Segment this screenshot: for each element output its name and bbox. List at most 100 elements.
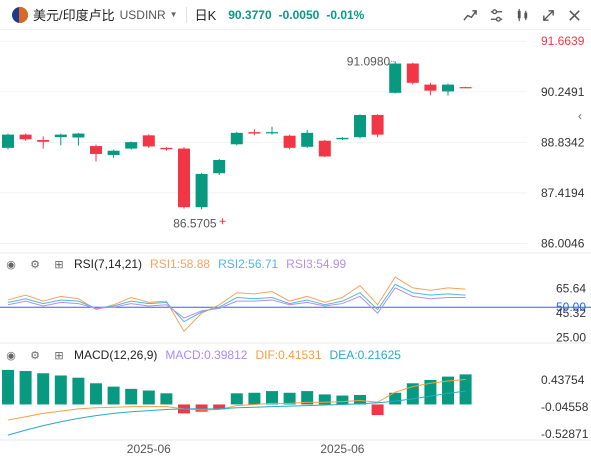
candle-body: [2, 134, 14, 148]
chevron-down-icon: ▼: [169, 10, 178, 19]
macd-histogram-bar: [354, 394, 366, 405]
candle-body: [248, 132, 261, 134]
macd-value: MACD:0.39812: [165, 348, 248, 362]
candle-body: [266, 132, 278, 134]
price-candle: [230, 131, 243, 146]
price-candle: [424, 82, 437, 96]
price-candle: [19, 133, 32, 141]
dea-number: 0.21625: [357, 348, 401, 362]
price-chart[interactable]: 91.6639 90.2491 88.8342 87.4194 86.0046 91.09…: [0, 31, 591, 460]
price-candle: [213, 158, 226, 176]
expand-icon[interactable]: ⊞: [54, 349, 64, 362]
rsi-title: RSI(7,14,21): [74, 257, 143, 271]
price-change: -0.0050: [278, 7, 320, 22]
macd-histogram-bar: [107, 386, 120, 405]
visibility-toggle-icon[interactable]: ◉: [6, 349, 16, 362]
price-candle: [37, 136, 50, 149]
rsi2-value: RSI2:56.71: [218, 257, 279, 271]
drawing-tools-icon[interactable]: [514, 7, 531, 24]
macd-axis-label: -0.04558: [541, 400, 589, 414]
candle-body: [195, 173, 208, 208]
rsi-axis-label: 45.32: [556, 306, 586, 320]
macd-histogram-bar: [424, 379, 437, 405]
price-candle: [459, 86, 472, 89]
rsi1-value: RSI1:58.88: [150, 257, 211, 271]
rsi-series-line: [7, 283, 466, 323]
price-candle: [283, 134, 296, 150]
expand-icon[interactable]: ⊞: [54, 258, 64, 271]
macd-histogram-bar: [195, 404, 208, 412]
symbol-name: 美元/印度卢比: [33, 8, 115, 23]
macd-histogram-bar: [389, 392, 402, 405]
candle-body: [90, 146, 102, 154]
time-axis-label: 2025-06: [320, 442, 364, 456]
candle-body: [54, 134, 67, 138]
macd-histogram-bar: [142, 390, 155, 405]
candle-body: [230, 132, 243, 145]
price-candle: [354, 114, 366, 139]
last-price: 90.3770: [228, 7, 272, 22]
macd-histogram-bar: [19, 371, 32, 405]
price-candle: [125, 141, 138, 150]
macd-legend: ◉ ⚙ ⊞ MACD(12,26,9) MACD:0.39812 DIF:0.4…: [0, 347, 401, 363]
high-price-annotation: 91.0980: [347, 54, 391, 68]
price-candle: [389, 61, 402, 94]
price-change-percent: -0.01%: [326, 7, 365, 22]
macd-histogram-bar: [459, 374, 472, 405]
rsi2-number: 56.71: [248, 257, 279, 271]
candle-body: [442, 84, 454, 92]
price-axis-label: 88.8342: [541, 135, 585, 149]
price-candle: [142, 134, 155, 148]
candle-body: [19, 134, 32, 140]
price-axis-label: 91.6639: [541, 34, 585, 48]
currency-flag-icon: [12, 6, 28, 23]
close-icon[interactable]: [566, 7, 583, 24]
price-axis-label: 90.2491: [541, 85, 585, 99]
macd-histogram-bar: [283, 392, 296, 405]
price-candle: [318, 140, 331, 158]
visibility-toggle-icon[interactable]: ◉: [6, 258, 16, 271]
candle-body: [354, 114, 366, 138]
macd-axis-label: 0.43754: [541, 373, 585, 387]
candle-body: [318, 140, 331, 157]
macd-histogram-bar: [318, 394, 331, 405]
price-candle: [406, 62, 419, 85]
price-candle: [90, 144, 102, 162]
rsi3-number: 54.99: [316, 257, 347, 271]
dif-line: [7, 378, 466, 421]
price-candle: [107, 149, 120, 158]
indicator-settings-icon[interactable]: ⚙: [30, 349, 40, 362]
price-candle: [2, 133, 14, 150]
macd-histogram-bar: [266, 391, 278, 405]
dif-name: DIF: [255, 348, 275, 362]
price-candle: [301, 129, 314, 148]
indicators-icon[interactable]: [462, 7, 479, 24]
price-candle: [248, 129, 261, 136]
header-divider: [185, 6, 187, 23]
candle-body: [107, 150, 120, 156]
time-axis-label: 2025-06: [127, 442, 171, 456]
symbol-selector[interactable]: 美元/印度卢比 USDINR ▼: [0, 5, 178, 24]
candle-body: [160, 147, 173, 150]
price-candle: [266, 126, 278, 135]
macd-number: 0.39812: [204, 348, 248, 362]
macd-histogram-bar: [160, 393, 173, 405]
interval-selector[interactable]: 日K: [194, 8, 217, 23]
candle-body: [301, 132, 314, 147]
macd-histogram-bar: [301, 391, 314, 405]
price-candle: [371, 114, 384, 138]
price-candle: [178, 147, 190, 209]
price-axis-label: 86.0046: [541, 236, 585, 250]
indicator-settings-icon[interactable]: ⚙: [30, 258, 40, 271]
dea-value: DEA:0.21625: [329, 348, 401, 362]
candle-body: [336, 137, 349, 140]
candle-body: [371, 114, 384, 135]
settings-icon[interactable]: [488, 7, 505, 24]
macd-histogram-bar: [54, 375, 67, 405]
macd-histogram-bar: [371, 404, 384, 416]
rsi-legend: ◉ ⚙ ⊞ RSI(7,14,21) RSI1:58.88 RSI2:56.71…: [0, 256, 346, 272]
dif-value: DIF:0.41531: [255, 348, 322, 362]
fullscreen-icon[interactable]: [540, 7, 557, 24]
macd-name: MACD: [165, 348, 201, 362]
rsi3-value: RSI3:54.99: [286, 257, 347, 271]
